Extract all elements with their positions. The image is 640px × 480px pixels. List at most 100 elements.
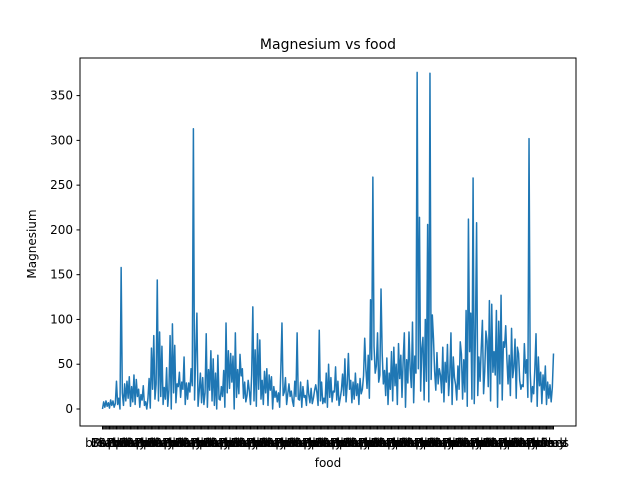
x-category-label: Cheese [510,436,554,450]
x-category-label: Cheese [315,436,359,450]
x-category-label: bread [393,436,428,450]
x-category-label: Apple [239,436,273,450]
series-line [101,71,555,410]
x-category-label: bread [309,436,344,450]
x-category-label: Pork [513,436,539,450]
x-category-label: Pork [540,436,566,450]
x-axis-category-labels: breadPorkButterCheeseApplePeasSardinesBa… [85,436,569,450]
x-category-label: Apple [267,436,301,450]
y-tick-label: 150 [50,268,73,282]
x-category-label: bread [449,436,484,450]
x-category-label: Apple [295,436,329,450]
y-axis-label: Magnesium [25,209,39,278]
x-category-label: Apple [407,436,441,450]
x-category-label: Butter [203,436,241,450]
x-category-label: Sardines [153,436,205,450]
x-category-label: Cheese [259,436,303,450]
x-category-label: Pork [401,436,427,450]
x-category-label: Pork [289,436,315,450]
x-category-label: Cheese [175,436,219,450]
x-category-label: Sardines [489,436,541,450]
x-category-label: Butter [314,436,352,450]
x-category-label: Peas [330,436,358,450]
x-category-label: Apple [463,436,497,450]
x-category-label: Barley [387,436,425,450]
y-tick-label: 100 [50,312,73,326]
x-category-label: bread [281,436,316,450]
x-category-label: Barley [108,436,146,450]
y-tick-label: 200 [50,223,73,237]
x-category-label: Peas [246,436,274,450]
x-category-label: Barley [527,436,565,450]
x-category-label: Barley [164,436,202,450]
x-category-label: Barley [360,436,398,450]
x-category-label: Cheese [343,436,387,450]
y-axis-ticks: 0 50 100 150 200 250 300 350 [50,89,80,416]
x-category-label: Pork [233,436,259,450]
x-category-label: Cheese [426,436,470,450]
x-category-label: Peas [134,436,162,450]
x-category-label: Peas [386,436,414,450]
x-category-label: Sardines [237,436,289,450]
x-category-label: Butter [426,436,464,450]
x-category-label: bread [505,436,540,450]
x-category-label: Apple [519,436,553,450]
x-category-label: Butter [370,436,408,450]
x-category-label: Apple [211,436,245,450]
x-category-label: Butter [259,436,297,450]
x-category-label: Cheese [398,436,442,450]
x-category-label: Apple [99,436,133,450]
x-category-label: Barley [443,436,481,450]
x-category-label: Cheese [370,436,414,450]
x-category-label: Butter [119,436,157,450]
x-category-label: Barley [248,436,286,450]
x-axis-label: food [315,456,342,470]
y-tick-label: 300 [50,133,73,147]
x-category-label: Butter [454,436,492,450]
x-category-label: bread [225,436,260,450]
x-category-label: Butter [482,436,520,450]
x-category-label: Barley [415,436,453,450]
x-category-label: Apple [435,436,469,450]
x-category-label: Pork [205,436,231,450]
x-category-label: bread [113,436,148,450]
x-category-label: Apple [127,436,161,450]
y-tick-label: 350 [50,89,73,103]
x-category-label: Peas [162,436,190,450]
x-category-label: Peas [442,436,470,450]
x-category-label: Butter [175,436,213,450]
x-category-label: Barley [332,436,370,450]
x-category-label: Barley [220,436,258,450]
x-category-label: Sardines [405,436,457,450]
x-category-label: Peas [218,436,246,450]
x-category-label: Cheese [231,436,275,450]
x-category-label: Sardines [181,436,233,450]
x-category-label: Butter [231,436,269,450]
x-category-label: Sardines [265,436,317,450]
x-category-label: Sardines [321,436,373,450]
x-category-label: Peas [526,436,554,450]
x-category-label: bread [477,436,512,450]
x-category-label: Butter [398,436,436,450]
x-category-label: Sardines [433,436,485,450]
y-tick-label: 250 [50,178,73,192]
x-category-label: Peas [106,436,134,450]
plot-frame [79,57,577,427]
x-category-label: Cheese [91,436,135,450]
x-category-label: Butter [342,436,380,450]
x-category-label: bread [85,436,120,450]
x-category-label: Peas [470,436,498,450]
x-category-label: Barley [499,436,537,450]
x-category-label: bread [253,436,288,450]
x-category-label: Cheese [287,436,331,450]
x-category-label: bread [337,436,372,450]
x-category-label: Barley [136,436,174,450]
x-category-label: Sardines [126,436,178,450]
x-category-label: bread [365,436,400,450]
x-category-label: Peas [498,436,526,450]
y-tick-label: 50 [58,357,73,371]
x-category-label: Cheese [454,436,498,450]
x-category-label: Pork [457,436,483,450]
x-category-label: Pork [177,436,203,450]
